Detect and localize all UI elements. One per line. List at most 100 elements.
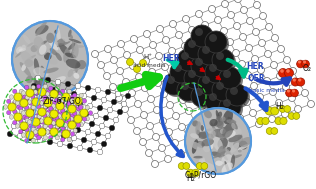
Circle shape — [57, 141, 63, 147]
Ellipse shape — [190, 133, 199, 139]
Circle shape — [31, 105, 35, 110]
Circle shape — [214, 51, 236, 73]
Text: HER: HER — [246, 62, 264, 71]
Circle shape — [266, 128, 273, 134]
Circle shape — [244, 98, 251, 105]
Circle shape — [246, 44, 252, 51]
Circle shape — [65, 81, 71, 87]
Circle shape — [276, 73, 283, 80]
Circle shape — [25, 105, 29, 110]
Circle shape — [297, 60, 304, 68]
Circle shape — [49, 124, 53, 129]
Ellipse shape — [195, 121, 201, 135]
Circle shape — [147, 122, 154, 129]
Circle shape — [107, 107, 113, 113]
Ellipse shape — [209, 134, 214, 149]
Circle shape — [284, 106, 291, 112]
Circle shape — [87, 103, 93, 109]
Circle shape — [79, 105, 83, 109]
Circle shape — [95, 87, 101, 93]
Circle shape — [287, 89, 290, 93]
Circle shape — [58, 92, 63, 96]
Circle shape — [214, 43, 221, 50]
Ellipse shape — [65, 53, 76, 58]
Circle shape — [178, 163, 185, 169]
Circle shape — [65, 125, 71, 131]
Circle shape — [75, 127, 81, 133]
Circle shape — [7, 110, 11, 115]
Ellipse shape — [226, 149, 232, 161]
Circle shape — [204, 140, 210, 147]
Circle shape — [21, 125, 27, 131]
Circle shape — [15, 101, 20, 105]
Circle shape — [67, 137, 71, 142]
Circle shape — [73, 101, 77, 106]
Circle shape — [9, 95, 14, 99]
Ellipse shape — [35, 21, 47, 36]
Circle shape — [37, 114, 41, 119]
Circle shape — [49, 113, 53, 118]
Circle shape — [186, 39, 208, 61]
Circle shape — [105, 46, 112, 53]
Circle shape — [69, 99, 74, 103]
Ellipse shape — [33, 36, 44, 50]
Circle shape — [49, 117, 53, 122]
Circle shape — [57, 97, 63, 103]
Circle shape — [209, 93, 217, 101]
Circle shape — [19, 109, 23, 114]
Circle shape — [67, 112, 71, 117]
Circle shape — [21, 111, 26, 115]
Circle shape — [31, 96, 35, 101]
Circle shape — [67, 101, 71, 106]
Circle shape — [283, 57, 290, 64]
Circle shape — [256, 121, 263, 128]
Circle shape — [55, 136, 59, 140]
Ellipse shape — [213, 129, 226, 137]
Circle shape — [55, 117, 59, 122]
Ellipse shape — [57, 39, 65, 46]
Circle shape — [14, 93, 22, 101]
Circle shape — [25, 118, 29, 123]
Circle shape — [27, 120, 32, 124]
Circle shape — [191, 119, 198, 125]
Ellipse shape — [222, 162, 233, 174]
Circle shape — [50, 90, 58, 98]
Circle shape — [34, 111, 39, 115]
Circle shape — [71, 135, 77, 141]
Circle shape — [73, 109, 79, 115]
Ellipse shape — [222, 125, 233, 138]
Circle shape — [25, 129, 29, 134]
Circle shape — [179, 97, 186, 104]
Ellipse shape — [72, 43, 79, 58]
Circle shape — [98, 61, 105, 68]
Circle shape — [49, 97, 53, 102]
Circle shape — [3, 105, 8, 109]
Ellipse shape — [217, 146, 226, 158]
Ellipse shape — [50, 48, 57, 56]
Circle shape — [103, 115, 109, 121]
Circle shape — [175, 32, 183, 39]
Circle shape — [151, 160, 159, 167]
Ellipse shape — [68, 29, 72, 37]
Circle shape — [279, 106, 286, 112]
Ellipse shape — [53, 41, 60, 50]
Circle shape — [29, 109, 35, 115]
Ellipse shape — [20, 62, 31, 77]
Circle shape — [286, 69, 290, 73]
Circle shape — [91, 95, 97, 101]
Circle shape — [224, 92, 232, 99]
Circle shape — [49, 95, 53, 100]
Ellipse shape — [201, 157, 205, 169]
Circle shape — [133, 66, 141, 73]
Circle shape — [55, 98, 59, 103]
Circle shape — [73, 129, 77, 133]
Circle shape — [252, 56, 258, 63]
Circle shape — [50, 110, 58, 118]
Circle shape — [8, 103, 16, 111]
Circle shape — [143, 30, 150, 37]
Circle shape — [137, 46, 143, 53]
Circle shape — [121, 101, 127, 107]
Ellipse shape — [231, 154, 242, 159]
Text: H₂: H₂ — [275, 102, 284, 111]
Circle shape — [38, 128, 46, 136]
